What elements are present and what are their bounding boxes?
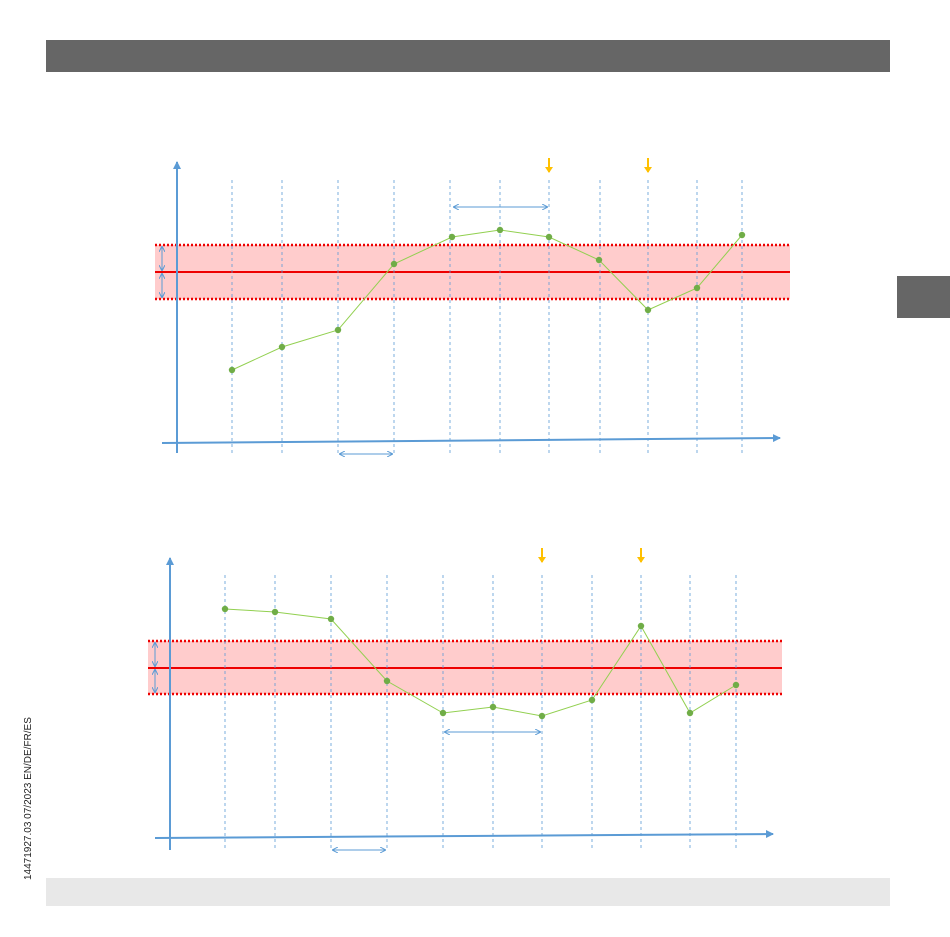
x-axis	[161, 434, 781, 444]
header-bar	[46, 40, 890, 72]
measure-point	[448, 233, 456, 241]
measure-point	[693, 284, 701, 292]
measure-point	[595, 256, 603, 264]
measure-point	[545, 233, 553, 241]
side-tab	[897, 276, 950, 318]
footer-bar	[46, 878, 890, 906]
measure-point	[327, 615, 335, 623]
measure-point	[738, 231, 746, 239]
measure-point	[732, 681, 740, 689]
measure-point	[637, 622, 645, 630]
x-axis	[154, 830, 774, 839]
measure-point	[390, 260, 398, 268]
measure-point	[271, 608, 279, 616]
measure-point	[221, 605, 229, 613]
measure-point	[228, 366, 236, 374]
measure-point	[686, 709, 694, 717]
measure-point	[383, 677, 391, 685]
measure-point	[439, 709, 447, 717]
measure-point	[538, 712, 546, 720]
measure-point	[278, 343, 286, 351]
measure-point	[489, 703, 497, 711]
measure-point	[334, 326, 342, 334]
measure-point	[644, 306, 652, 314]
doc-id: 14471927.03 07/2023 EN/DE/FR/ES	[23, 717, 34, 880]
measure-point	[588, 696, 596, 704]
measure-point	[496, 226, 504, 234]
